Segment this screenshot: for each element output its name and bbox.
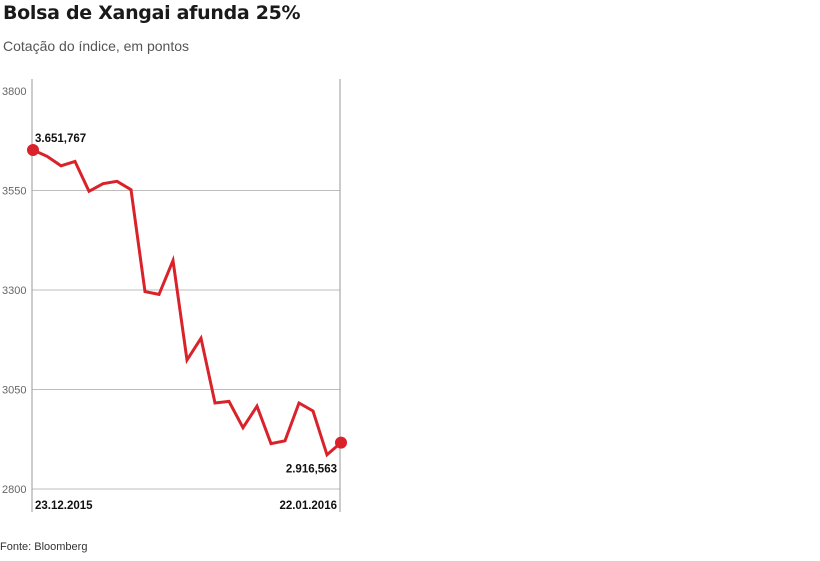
data-points [27,143,347,449]
data-point-marker [335,436,347,449]
series-line [32,148,342,458]
chart-subtitle: Cotação do índice, em pontos [3,38,190,54]
x-start-date-label: 23.12.2015 [35,500,93,512]
start-value-label: 3.651,767 [35,133,86,145]
y-tick-label: 3800 [2,86,26,98]
data-point-marker [27,143,39,156]
x-end-date-label: 22.01.2016 [279,500,337,512]
end-value-label: 2.916,563 [286,464,337,476]
chart-title: Bolsa de Xangai afunda 25% [3,2,301,24]
y-tick-label: 3550 [2,186,26,198]
y-tick-label: 3300 [2,285,26,297]
y-tick-label: 3050 [2,385,26,397]
source-note: Fonte: Bloomberg [0,541,88,553]
y-tick-labels: 3800 3550 3300 3050 2800 [2,86,26,496]
y-tick-label: 2800 [2,484,26,496]
grid-lines [32,190,340,490]
